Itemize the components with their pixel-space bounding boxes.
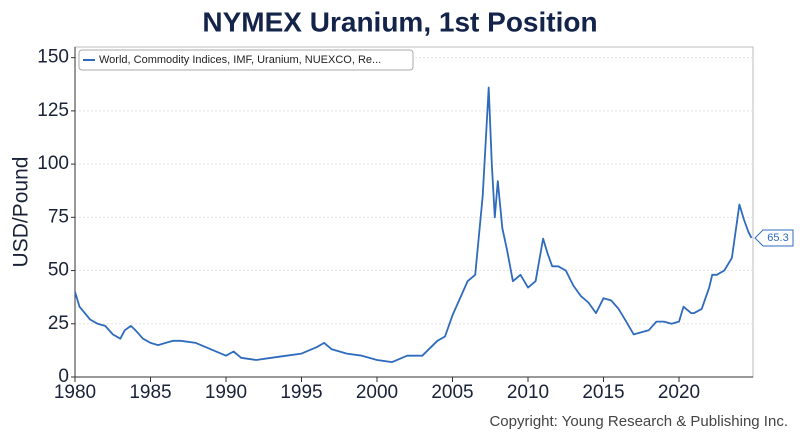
- y-tick-label: 100: [37, 153, 69, 174]
- x-tick-label: 1980: [54, 382, 96, 403]
- x-tick-label: 2000: [356, 382, 398, 403]
- y-tick-label: 0: [58, 366, 69, 387]
- x-tick-label: 1985: [129, 382, 171, 403]
- legend: World, Commodity Indices, IMF, Uranium, …: [78, 49, 414, 71]
- legend-label: World, Commodity Indices, IMF, Uranium, …: [99, 54, 381, 66]
- x-tick-label: 2020: [658, 382, 700, 403]
- legend-box: [78, 49, 414, 71]
- y-tick-label: 125: [37, 100, 69, 121]
- plot-area: [74, 46, 754, 378]
- x-tick-label: 2005: [431, 382, 473, 403]
- x-tick-label: 1990: [205, 382, 247, 403]
- y-axis-label: USD/Pound: [10, 157, 33, 268]
- x-tick-label: 1995: [280, 382, 322, 403]
- copyright: Copyright: Young Research & Publishing I…: [489, 413, 788, 430]
- y-tick-label: 75: [48, 206, 69, 227]
- x-tick-label: 2010: [507, 382, 549, 403]
- value-label: 65.3: [767, 232, 788, 244]
- x-tick-label: 2015: [582, 382, 624, 403]
- chart-title: NYMEX Uranium, 1st Position: [202, 6, 597, 37]
- y-tick-label: 150: [37, 47, 69, 68]
- y-tick-label: 50: [48, 260, 69, 281]
- y-tick-label: 25: [48, 313, 69, 334]
- data-line: [74, 86, 753, 363]
- value-label-box: [754, 229, 794, 247]
